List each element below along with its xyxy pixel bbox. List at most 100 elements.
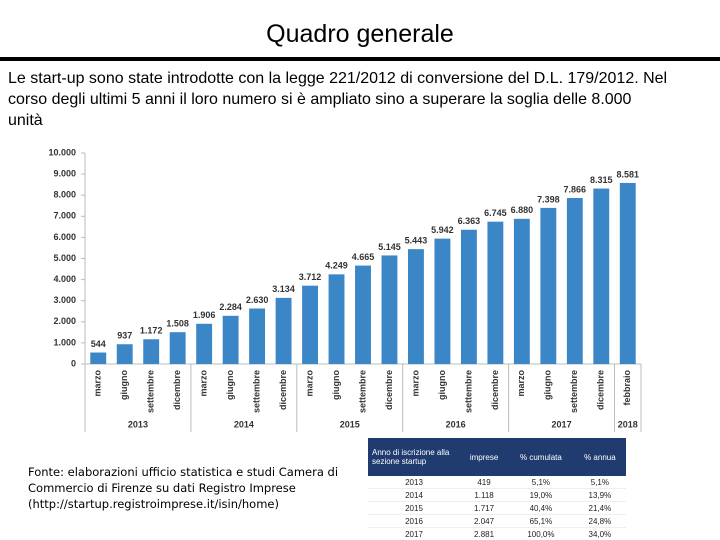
- table-cell: 19,0%: [508, 488, 574, 502]
- group-label: 2016: [446, 419, 466, 429]
- bar: [540, 207, 557, 364]
- table-cell: 24,8%: [573, 514, 626, 528]
- bar: [434, 238, 451, 364]
- value-label: 1.172: [140, 326, 163, 336]
- x-tick-label: giugno: [225, 370, 235, 400]
- x-tick-label: dicembre: [278, 370, 288, 410]
- y-tick-label: 4.000: [53, 274, 76, 284]
- group-label: 2013: [128, 419, 148, 429]
- footnote-line: Fonte: elaborazioni ufficio statistica e…: [28, 465, 339, 479]
- table-header: Anno di iscrizione alla sezione startup: [368, 438, 460, 476]
- x-tick-label: marzo: [304, 370, 314, 397]
- table-row: 2014 1.118 19,0% 13,9%: [368, 488, 626, 502]
- body-line: unità: [8, 112, 43, 129]
- table-cell: 21,4%: [573, 501, 626, 515]
- title-rule: [0, 57, 720, 61]
- x-tick-label: marzo: [516, 370, 526, 397]
- body-line: corso degli ultimi 5 anni il loro numero…: [8, 91, 632, 108]
- x-tick-label: settembre: [357, 370, 367, 413]
- bar: [90, 352, 107, 364]
- value-label: 544: [91, 339, 106, 349]
- table-cell: 2016: [368, 514, 460, 528]
- value-label: 3.712: [299, 272, 322, 282]
- body-text: Le start-up sono state introdotte con la…: [8, 68, 667, 131]
- bar: [302, 285, 318, 364]
- value-label: 5.145: [378, 242, 401, 252]
- table-cell: 5,1%: [508, 476, 574, 489]
- table-header: % annua: [573, 438, 626, 476]
- y-tick-label: 0: [71, 358, 76, 368]
- x-tick-label: febbraio: [622, 370, 632, 406]
- bar: [196, 323, 213, 364]
- bar: [513, 218, 530, 364]
- x-tick-label: giugno: [331, 370, 341, 400]
- x-tick-label: settembre: [569, 370, 579, 413]
- footnote-line: Commercio di Firenze su dati Registro Im…: [28, 481, 296, 495]
- table-cell: 2.047: [460, 514, 509, 528]
- bar: [381, 255, 398, 364]
- table-cell: 5,1%: [573, 476, 626, 489]
- value-label: 7.398: [537, 194, 560, 204]
- y-tick-label: 9.000: [53, 168, 76, 178]
- value-label: 2.284: [219, 302, 242, 312]
- bar: [566, 198, 583, 364]
- table-cell: 2013: [368, 476, 460, 489]
- value-label: 1.508: [166, 319, 189, 329]
- value-label: 937: [117, 331, 132, 341]
- y-tick-label: 8.000: [53, 190, 76, 200]
- x-tick-label: marzo: [410, 370, 420, 397]
- y-tick-label: 6.000: [53, 232, 76, 242]
- value-label: 2.630: [246, 295, 269, 305]
- bar: [408, 249, 424, 364]
- bar: [619, 182, 636, 364]
- table-cell: 2017: [368, 527, 460, 540]
- bar: [275, 297, 292, 364]
- bar: [249, 308, 266, 364]
- y-tick-label: 5.000: [53, 253, 76, 263]
- group-label: 2017: [552, 419, 572, 429]
- table-row: 2016 2.047 65,1% 24,8%: [368, 514, 626, 528]
- value-label: 5.443: [405, 236, 428, 246]
- bar: [460, 229, 477, 364]
- x-tick-label: giugno: [119, 370, 129, 400]
- x-tick-label: marzo: [93, 370, 103, 397]
- table-row: 2015 1.717 40,4% 21,4%: [368, 501, 626, 515]
- x-tick-label: dicembre: [490, 370, 500, 410]
- y-tick-label: 10.000: [48, 147, 76, 157]
- x-tick-label: giugno: [543, 370, 553, 400]
- table-cell: 419: [460, 476, 509, 489]
- x-tick-label: dicembre: [596, 370, 606, 410]
- bar: [116, 344, 133, 364]
- bar: [143, 339, 160, 364]
- bar: [328, 274, 345, 364]
- table-cell: 1.118: [460, 488, 509, 502]
- body-line: Le start-up sono state introdotte con la…: [8, 70, 668, 87]
- value-label: 8.315: [590, 175, 613, 185]
- value-label: 3.134: [272, 284, 295, 294]
- bar: [593, 188, 610, 364]
- table-cell: 65,1%: [508, 514, 574, 528]
- value-label: 1.906: [193, 310, 216, 320]
- table-cell: 40,4%: [508, 501, 574, 515]
- table-row: 2017 2.881 100,0% 34,0%: [368, 527, 626, 540]
- group-label: 2018: [618, 419, 638, 429]
- y-tick-label: 2.000: [53, 316, 76, 326]
- table-header: imprese: [460, 438, 509, 476]
- bar: [169, 332, 186, 364]
- bar: [487, 221, 504, 364]
- value-label: 8.581: [616, 169, 639, 179]
- x-tick-label: settembre: [251, 370, 261, 413]
- table-cell: 2.881: [460, 527, 509, 540]
- x-tick-label: settembre: [146, 370, 156, 413]
- y-tick-label: 1.000: [53, 337, 76, 347]
- bar: [222, 315, 239, 364]
- y-tick-label: 3.000: [53, 295, 76, 305]
- x-tick-label: marzo: [199, 370, 209, 397]
- table-cell: 1.717: [460, 501, 509, 515]
- table-cell: 100,0%: [508, 527, 574, 540]
- table-row: 2013 419 5,1% 5,1%: [368, 476, 626, 489]
- data-table: Anno di iscrizione alla sezione startup i…: [368, 438, 626, 540]
- value-label: 6.363: [458, 216, 481, 226]
- footnote: Fonte: elaborazioni ufficio statistica e…: [28, 464, 338, 512]
